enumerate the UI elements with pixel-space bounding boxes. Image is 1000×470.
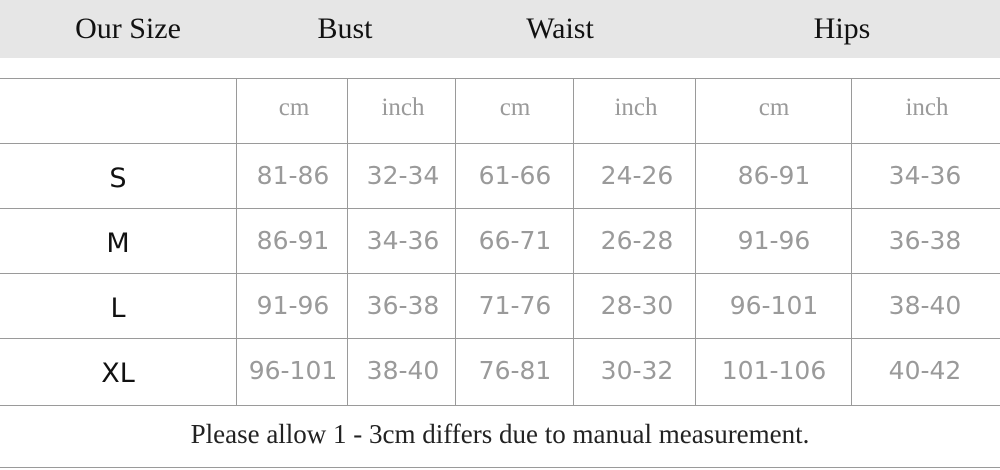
measurement-note: Please allow 1 - 3cm differs due to manu… (190, 419, 810, 449)
column-divider (573, 78, 574, 405)
row-divider (0, 338, 1000, 339)
unit-waist-inch: inch (614, 94, 658, 121)
table-cell: 36-38 (366, 291, 440, 320)
table-cell: 36-38 (888, 226, 962, 255)
table-cell: 32-34 (366, 161, 440, 190)
table-cell: 40-42 (888, 356, 962, 385)
column-divider (695, 78, 696, 405)
note-bottom-border (0, 467, 1000, 468)
table-cell: 96-101 (729, 291, 819, 320)
table-cell: 30-32 (600, 356, 674, 385)
table-cell: 81-86 (256, 161, 330, 190)
table-cell: 61-66 (478, 161, 552, 190)
header-band (0, 0, 1000, 58)
table-bottom-border (0, 405, 1000, 406)
unit-bust-inch: inch (381, 94, 425, 121)
table-cell: 34-36 (888, 161, 962, 190)
table-cell: 101-106 (721, 356, 827, 385)
header-bust: Bust (317, 12, 373, 45)
row-divider (0, 273, 1000, 274)
column-divider (851, 78, 852, 405)
unit-waist-cm: cm (499, 94, 531, 121)
table-cell: 96-101 (248, 356, 338, 385)
unit-hips-cm: cm (758, 94, 790, 121)
table-top-border (0, 78, 1000, 79)
unit-hips-inch: inch (905, 94, 949, 121)
unit-bust-cm: cm (278, 94, 310, 121)
header-our-size: Our Size (75, 12, 181, 45)
table-cell: 76-81 (478, 356, 552, 385)
table-cell: 86-91 (256, 226, 330, 255)
column-divider (236, 78, 237, 405)
table-cell: 91-96 (256, 291, 330, 320)
table-cell: 38-40 (366, 356, 440, 385)
table-cell: 71-76 (478, 291, 552, 320)
table-cell: 26-28 (600, 226, 674, 255)
column-divider (455, 78, 456, 405)
table-cell: 38-40 (888, 291, 962, 320)
table-cell: 28-30 (600, 291, 674, 320)
header-waist: Waist (526, 12, 594, 45)
table-cell: 24-26 (600, 161, 674, 190)
header-hips: Hips (813, 12, 871, 45)
table-cell: 34-36 (366, 226, 440, 255)
row-divider (0, 143, 1000, 144)
column-divider (347, 78, 348, 405)
table-cell: 91-96 (737, 226, 811, 255)
size-label: S (109, 163, 127, 194)
table-cell: 86-91 (737, 161, 811, 190)
size-label: XL (101, 358, 135, 389)
size-label: M (106, 228, 130, 259)
row-divider (0, 208, 1000, 209)
table-cell: 66-71 (478, 226, 552, 255)
size-label: L (110, 293, 126, 324)
